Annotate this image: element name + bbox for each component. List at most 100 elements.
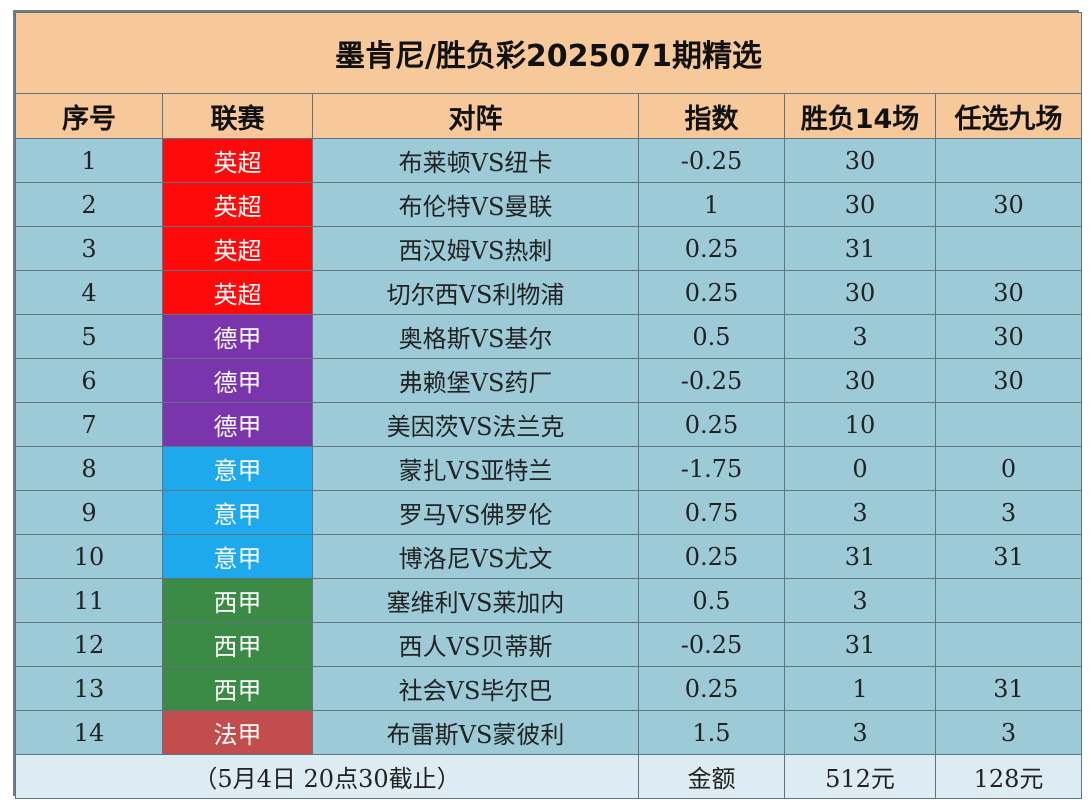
- row-league: 意甲: [162, 534, 313, 579]
- amount-label: 金额: [638, 754, 785, 799]
- row-league: 法甲: [162, 710, 313, 755]
- table-title: 墨肯尼/胜负彩2025071期精选: [14, 12, 1083, 94]
- row-index: 0.75: [638, 490, 785, 535]
- row-league: 德甲: [162, 314, 313, 359]
- row-sf14: 30: [784, 358, 936, 403]
- row-league: 意甲: [162, 446, 313, 491]
- lottery-table-frame: 墨肯尼/胜负彩2025071期精选 序号 联赛 对阵 指数 胜负14场 任选九场…: [13, 10, 1083, 799]
- row-r9: [934, 622, 1083, 667]
- row-index: 0.25: [638, 666, 785, 711]
- header-seq: 序号: [15, 93, 163, 139]
- sf14-amount: 512元: [784, 754, 936, 799]
- row-seq: 3: [15, 226, 163, 271]
- row-seq: 9: [15, 490, 163, 535]
- row-r9: 30: [934, 270, 1083, 315]
- row-league: 英超: [162, 226, 313, 271]
- title-row: 墨肯尼/胜负彩2025071期精选: [14, 12, 1083, 94]
- row-r9: [934, 138, 1083, 183]
- table-row: 3 英超 西汉姆VS热刺 0.25 31: [15, 226, 1083, 271]
- table-row: 10 意甲 博洛尼VS尤文 0.25 31 31: [15, 534, 1083, 579]
- row-sf14: 31: [784, 622, 936, 667]
- row-sf14: 3: [784, 314, 936, 359]
- table-row: 6 德甲 弗赖堡VS药厂 -0.25 30 30: [15, 358, 1083, 403]
- row-seq: 10: [15, 534, 163, 579]
- row-r9: 30: [934, 358, 1083, 403]
- row-match: 西汉姆VS热刺: [312, 226, 639, 271]
- row-r9: 30: [934, 314, 1083, 359]
- row-r9: 30: [934, 182, 1083, 227]
- row-league: 西甲: [162, 578, 313, 623]
- row-match: 美因茨VS法兰克: [312, 402, 639, 447]
- row-match: 奥格斯VS基尔: [312, 314, 639, 359]
- table-row: 12 西甲 西人VS贝蒂斯 -0.25 31: [15, 622, 1083, 667]
- header-row: 序号 联赛 对阵 指数 胜负14场 任选九场: [15, 93, 1083, 139]
- row-sf14: 1: [784, 666, 936, 711]
- table-row: 11 西甲 塞维利VS莱加内 0.5 3: [15, 578, 1083, 623]
- row-r9: [934, 578, 1083, 623]
- row-r9: [934, 402, 1083, 447]
- row-index: 1.5: [638, 710, 785, 755]
- row-sf14: 31: [784, 534, 936, 579]
- footer-row: （5月4日 20点30截止） 金额 512元 128元: [15, 754, 1083, 799]
- row-league: 西甲: [162, 666, 313, 711]
- row-sf14: 3: [784, 578, 936, 623]
- row-league: 德甲: [162, 402, 313, 447]
- row-r9: 3: [934, 710, 1083, 755]
- row-seq: 11: [15, 578, 163, 623]
- row-match: 弗赖堡VS药厂: [312, 358, 639, 403]
- row-index: 0.25: [638, 402, 785, 447]
- row-index: -0.25: [638, 622, 785, 667]
- row-index: 0.25: [638, 226, 785, 271]
- header-league: 联赛: [162, 93, 313, 139]
- row-r9: 3: [934, 490, 1083, 535]
- row-sf14: 0: [784, 446, 936, 491]
- row-match: 布莱顿VS纽卡: [312, 138, 639, 183]
- header-r9: 任选九场: [934, 93, 1083, 139]
- row-index: 0.5: [638, 578, 785, 623]
- row-seq: 6: [15, 358, 163, 403]
- row-league: 德甲: [162, 358, 313, 403]
- row-index: 0.25: [638, 270, 785, 315]
- lottery-table: 墨肯尼/胜负彩2025071期精选 序号 联赛 对阵 指数 胜负14场 任选九场…: [14, 12, 1083, 799]
- row-index: 1: [638, 182, 785, 227]
- row-seq: 1: [15, 138, 163, 183]
- table-body: 1 英超 布莱顿VS纽卡 -0.25 30 2 英超 布伦特VS曼联 1 30 30 3 英超 西汉姆VS…: [15, 138, 1083, 755]
- table-row: 2 英超 布伦特VS曼联 1 30 30: [15, 182, 1083, 227]
- row-index: 0.25: [638, 534, 785, 579]
- r9-amount: 128元: [934, 754, 1083, 799]
- row-sf14: 30: [784, 270, 936, 315]
- row-r9: 31: [934, 534, 1083, 579]
- header-match: 对阵: [312, 93, 639, 139]
- header-index: 指数: [638, 93, 785, 139]
- row-league: 英超: [162, 270, 313, 315]
- row-r9: 31: [934, 666, 1083, 711]
- table-row: 14 法甲 布雷斯VS蒙彼利 1.5 3 3: [15, 710, 1083, 755]
- row-match: 罗马VS佛罗伦: [312, 490, 639, 535]
- row-league: 意甲: [162, 490, 313, 535]
- table-row: 8 意甲 蒙扎VS亚特兰 -1.75 0 0: [15, 446, 1083, 491]
- row-match: 西人VS贝蒂斯: [312, 622, 639, 667]
- row-seq: 8: [15, 446, 163, 491]
- row-sf14: 3: [784, 710, 936, 755]
- row-index: 0.5: [638, 314, 785, 359]
- table-row: 1 英超 布莱顿VS纽卡 -0.25 30: [15, 138, 1083, 183]
- row-match: 社会VS毕尔巴: [312, 666, 639, 711]
- row-match: 布雷斯VS蒙彼利: [312, 710, 639, 755]
- row-league: 西甲: [162, 622, 313, 667]
- header-sf14: 胜负14场: [784, 93, 936, 139]
- row-match: 切尔西VS利物浦: [312, 270, 639, 315]
- row-seq: 4: [15, 270, 163, 315]
- table-row: 4 英超 切尔西VS利物浦 0.25 30 30: [15, 270, 1083, 315]
- row-sf14: 31: [784, 226, 936, 271]
- row-seq: 5: [15, 314, 163, 359]
- row-sf14: 3: [784, 490, 936, 535]
- row-match: 博洛尼VS尤文: [312, 534, 639, 579]
- row-league: 英超: [162, 138, 313, 183]
- row-seq: 7: [15, 402, 163, 447]
- row-match: 布伦特VS曼联: [312, 182, 639, 227]
- row-index: -0.25: [638, 358, 785, 403]
- row-r9: [934, 226, 1083, 271]
- row-seq: 12: [15, 622, 163, 667]
- row-match: 塞维利VS莱加内: [312, 578, 639, 623]
- row-seq: 13: [15, 666, 163, 711]
